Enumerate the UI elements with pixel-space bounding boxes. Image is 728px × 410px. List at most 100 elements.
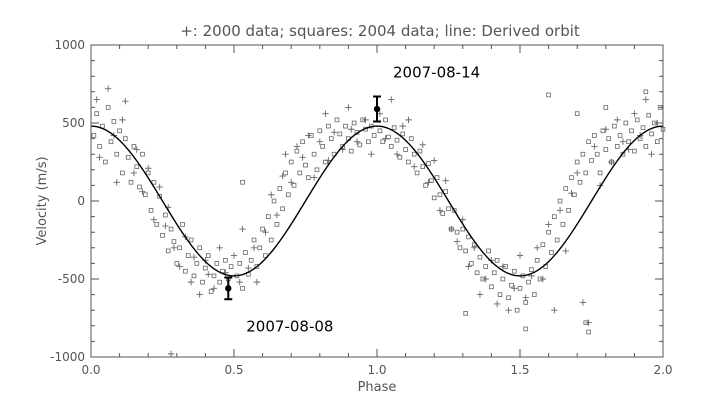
data-point-2004 bbox=[114, 151, 120, 157]
data-point-2004 bbox=[94, 111, 100, 116]
x-tick-label: 1.5 bbox=[510, 363, 529, 377]
data-point-2004 bbox=[257, 245, 263, 251]
chart-title: +: 2000 data; squares: 2004 data; line: … bbox=[180, 22, 580, 40]
data-point-2004 bbox=[409, 136, 414, 141]
data-point-2004 bbox=[311, 151, 317, 157]
data-point-2004 bbox=[629, 128, 634, 134]
data-point-2004 bbox=[120, 170, 125, 176]
data-point-2004 bbox=[497, 292, 503, 297]
data-point-2004 bbox=[469, 261, 474, 266]
data-point-2004 bbox=[111, 119, 117, 124]
data-point-2004 bbox=[357, 142, 363, 148]
data-point-2004 bbox=[411, 151, 417, 157]
data-point-2004 bbox=[632, 148, 637, 154]
data-point-2000 bbox=[353, 138, 361, 145]
data-point-2000 bbox=[216, 244, 223, 251]
data-point-2004 bbox=[609, 159, 614, 165]
data-point-2004 bbox=[228, 264, 234, 269]
data-point-2000 bbox=[282, 151, 289, 158]
data-point-2004 bbox=[291, 183, 297, 188]
x-tick-label: 2.0 bbox=[653, 363, 672, 377]
data-point-2000 bbox=[574, 169, 581, 177]
data-point-2000 bbox=[410, 163, 418, 170]
data-point-2004 bbox=[537, 276, 543, 282]
y-tick-label: 1000 bbox=[54, 38, 85, 52]
data-point-2004 bbox=[383, 117, 388, 123]
data-point-2000 bbox=[539, 275, 547, 283]
data-point-2004 bbox=[237, 261, 243, 266]
data-point-2000 bbox=[465, 263, 472, 270]
data-point-2000 bbox=[310, 174, 318, 181]
data-point-2004 bbox=[266, 214, 271, 219]
data-point-2004 bbox=[371, 133, 377, 138]
data-point-2004 bbox=[423, 183, 428, 188]
x-tick-label: 1.0 bbox=[367, 363, 386, 377]
annotation-label: 2007-08-14 bbox=[393, 63, 480, 81]
tick-layer: 0.0 0.5 1.0 1.5 2.0 1000 500 0 -500 -1000 bbox=[50, 38, 672, 377]
data-point-2004 bbox=[489, 284, 494, 290]
data-point-2000 bbox=[476, 291, 484, 298]
data-point-2000 bbox=[239, 225, 246, 233]
data-point-2000 bbox=[562, 247, 569, 255]
data-point-2004 bbox=[494, 257, 500, 263]
data-point-2004 bbox=[334, 117, 340, 123]
data-point-2000 bbox=[585, 319, 592, 326]
data-point-2004 bbox=[451, 208, 457, 213]
data-point-2000 bbox=[190, 253, 198, 261]
data-point-2000 bbox=[511, 285, 518, 292]
data-point-2004 bbox=[560, 222, 566, 227]
data-point-2000 bbox=[551, 307, 558, 314]
annotation-layer: 2007-08-14 2007-08-08 bbox=[224, 63, 480, 335]
data-point-2004 bbox=[431, 195, 437, 201]
data-point-2004 bbox=[351, 120, 357, 126]
data-point-2004 bbox=[460, 226, 466, 232]
data-point-2000 bbox=[322, 110, 329, 117]
data-point-2004 bbox=[348, 148, 354, 154]
data-point-2004 bbox=[463, 248, 468, 254]
data-point-2000 bbox=[122, 97, 129, 105]
data-point-2004 bbox=[557, 198, 563, 204]
data-point-2000 bbox=[250, 244, 258, 251]
data-point-2000 bbox=[293, 143, 301, 150]
data-point-2004 bbox=[337, 131, 343, 137]
data-point-2004 bbox=[177, 245, 182, 251]
data-point-2004 bbox=[563, 186, 569, 191]
data-point-2004 bbox=[614, 144, 620, 149]
data-point-2004 bbox=[297, 170, 303, 176]
data-point-2004 bbox=[646, 112, 651, 118]
data-point-2004 bbox=[554, 237, 560, 243]
data-point-2004 bbox=[286, 192, 291, 198]
data-point-2000 bbox=[431, 157, 438, 164]
data-point-2004 bbox=[271, 198, 277, 204]
data-point-2004 bbox=[388, 144, 394, 149]
data-point-2004 bbox=[397, 155, 403, 160]
data-point-2004 bbox=[174, 261, 180, 266]
data-point-2000 bbox=[279, 172, 286, 180]
data-point-2004 bbox=[391, 125, 397, 130]
data-point-2004 bbox=[643, 144, 649, 149]
measurement-point-2007-08-08 bbox=[225, 285, 232, 292]
data-point-2004 bbox=[326, 123, 331, 129]
data-point-2004 bbox=[394, 137, 400, 143]
data-point-2004 bbox=[240, 179, 245, 185]
data-point-2004 bbox=[97, 144, 102, 149]
data-point-2000 bbox=[399, 122, 406, 130]
data-point-2000 bbox=[545, 221, 552, 228]
data-point-2004 bbox=[574, 111, 580, 116]
data-point-2004 bbox=[640, 125, 646, 130]
data-point-2004 bbox=[463, 311, 468, 316]
data-point-2004 bbox=[414, 170, 420, 176]
data-point-2004 bbox=[526, 279, 531, 285]
data-point-2000 bbox=[330, 129, 338, 136]
data-point-2004 bbox=[140, 151, 145, 157]
y-axis-label: Velocity (m/s) bbox=[35, 156, 50, 245]
x-axis-label: Phase bbox=[358, 380, 397, 395]
data-point-2004 bbox=[171, 239, 177, 244]
data-point-2004 bbox=[91, 133, 97, 138]
data-point-2004 bbox=[203, 265, 208, 271]
data-point-2000 bbox=[167, 350, 175, 358]
data-point-2004 bbox=[534, 257, 540, 263]
data-point-2004 bbox=[589, 158, 594, 163]
data-point-2004 bbox=[160, 233, 165, 238]
data-point-2004 bbox=[200, 279, 205, 285]
